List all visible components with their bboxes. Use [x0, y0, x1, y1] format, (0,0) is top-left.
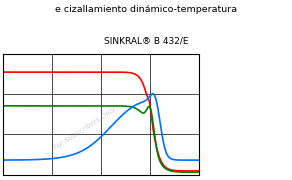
Text: e cizallamiento dinámico-temperatura: e cizallamiento dinámico-temperatura	[55, 5, 237, 14]
Text: SINKRAL® B 432/E: SINKRAL® B 432/E	[104, 36, 188, 45]
Text: For Subscribers Only: For Subscribers Only	[53, 106, 117, 151]
